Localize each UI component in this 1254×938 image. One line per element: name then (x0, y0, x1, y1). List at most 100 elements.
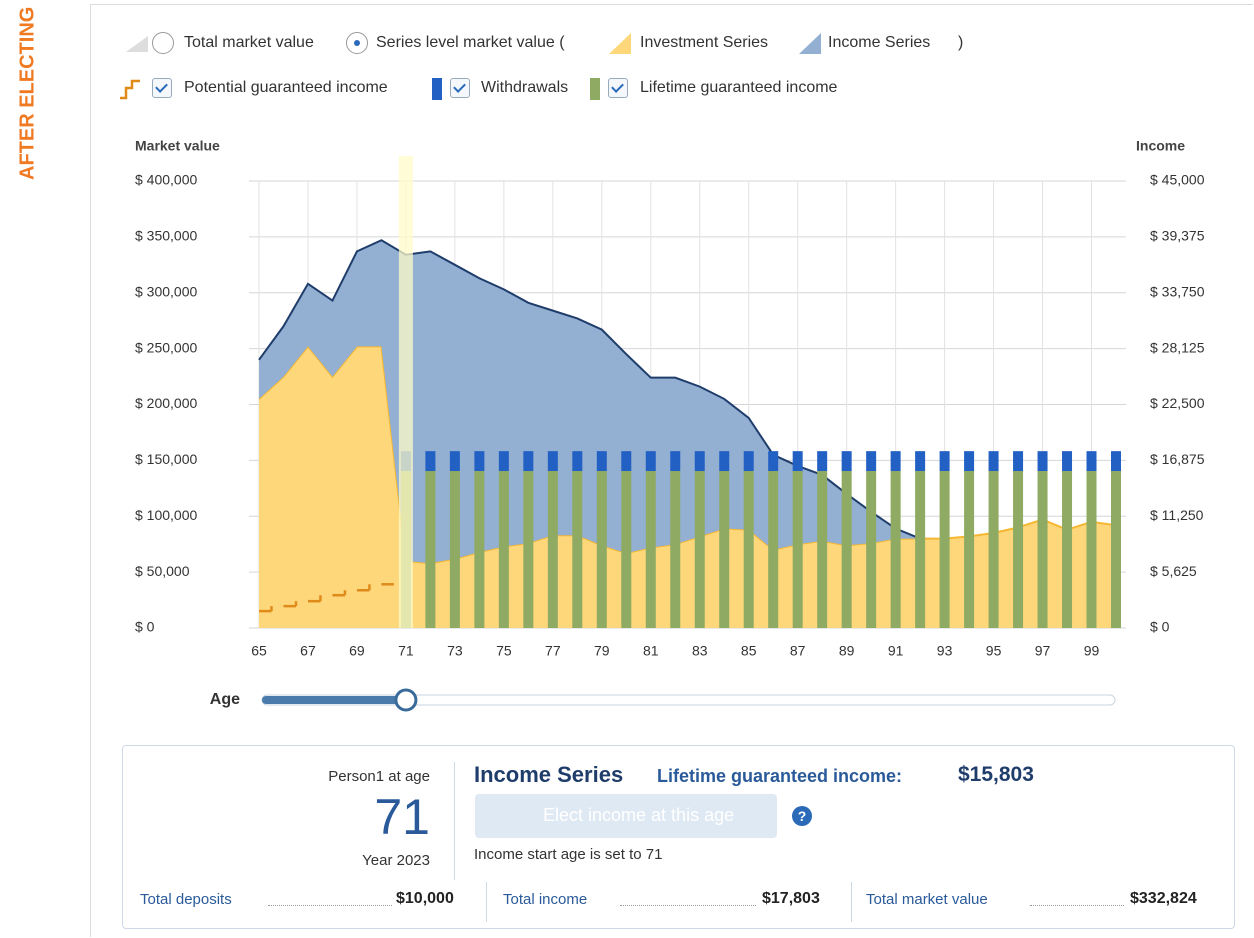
legend-text: Lifetime guaranteed income (640, 79, 838, 96)
year-label: Year 2023 (362, 852, 430, 869)
x-tick-label: 87 (790, 643, 806, 659)
y2-axis-title: Income (1136, 138, 1185, 154)
bar-lifetime (988, 471, 999, 628)
y-tick-label: $ 350,000 (135, 228, 197, 244)
x-tick-label: 71 (398, 643, 414, 659)
x-tick-label: 85 (741, 643, 757, 659)
bar-lifetime (743, 471, 754, 628)
total-value: $332,824 (1130, 890, 1197, 907)
y2-tick-label: $ 5,625 (1150, 563, 1197, 579)
bar-withdrawal (449, 451, 460, 472)
bar-withdrawal (645, 451, 656, 472)
x-tick-label: 77 (545, 643, 561, 659)
y-tick-label: $ 0 (135, 619, 155, 635)
bar-lifetime (621, 471, 632, 628)
bar-lifetime (792, 471, 803, 628)
x-tick-label: 91 (888, 643, 904, 659)
leader (1030, 905, 1124, 906)
legend-text: Withdrawals (481, 79, 569, 96)
bar-lifetime (425, 471, 436, 628)
area-investment (259, 346, 1116, 628)
series-title: Income Series (474, 762, 624, 787)
bar-withdrawal (547, 451, 558, 472)
bar-withdrawal (474, 451, 485, 472)
y2-tick-label: $ 0 (1150, 619, 1170, 635)
bar-lifetime (523, 471, 534, 628)
bar-withdrawal (1037, 451, 1048, 472)
bar-withdrawal (1086, 451, 1097, 472)
bar-withdrawal (866, 451, 877, 472)
y-tick-label: $ 250,000 (135, 339, 197, 355)
y2-tick-label: $ 16,875 (1150, 451, 1205, 467)
area-income (259, 240, 921, 564)
summary-box (122, 745, 1235, 929)
legend-icon (120, 79, 140, 100)
line-income (258, 239, 921, 540)
checkbox[interactable] (450, 78, 470, 98)
x-tick-label: 73 (447, 643, 463, 659)
bar-withdrawal (621, 451, 632, 472)
y2-tick-label: $ 45,000 (1150, 172, 1205, 188)
slider-label: Age (210, 691, 240, 708)
bar-withdrawal (1062, 451, 1073, 472)
y2-tick-label: $ 33,750 (1150, 283, 1205, 299)
bar-withdrawal (670, 451, 681, 472)
divider (851, 882, 852, 922)
y2-tick-label: $ 22,500 (1150, 395, 1205, 411)
x-tick-label: 65 (251, 643, 267, 659)
legend-icon (590, 78, 600, 100)
bar-withdrawal (1013, 451, 1024, 472)
legend-text: Income Series (828, 34, 931, 51)
y2-tick-label: $ 11,250 (1150, 507, 1204, 523)
bar-withdrawal (890, 451, 901, 472)
slider-thumb[interactable] (394, 688, 418, 712)
elect-button[interactable] (475, 794, 777, 838)
bar-lifetime (596, 471, 607, 628)
bar-lifetime (1086, 471, 1097, 628)
legend-icon (432, 78, 442, 100)
bar-lifetime (1062, 471, 1073, 628)
bar-lifetime (572, 471, 583, 628)
checkbox[interactable] (608, 78, 628, 98)
legend-icon (126, 36, 148, 52)
legend-text: Series level market value ( (376, 34, 565, 51)
leader (620, 905, 756, 906)
legend-text: Total market value (184, 34, 314, 51)
x-tick-label: 89 (839, 643, 855, 659)
bar-lifetime (694, 471, 705, 628)
selected-age: 71 (374, 789, 430, 845)
x-tick-label: 99 (1084, 643, 1100, 659)
bar-lifetime (768, 471, 779, 628)
legend-text: Potential guaranteed income (184, 79, 388, 96)
help-icon[interactable]: ? (792, 806, 812, 826)
lgi-value: $15,803 (958, 763, 1034, 786)
checkbox[interactable] (152, 78, 172, 98)
person-label: Person1 at age (328, 768, 430, 785)
legend-icon (609, 33, 631, 54)
divider (454, 762, 455, 880)
bar-lifetime (719, 471, 730, 628)
y-tick-label: $ 300,000 (135, 283, 197, 299)
y2-tick-label: $ 39,375 (1150, 228, 1205, 244)
y-axis-title: Market value (135, 138, 220, 154)
total-label: Total deposits (140, 891, 232, 908)
bar-withdrawal (743, 451, 754, 472)
bar-withdrawal (572, 451, 583, 472)
bar-withdrawal (817, 451, 828, 472)
bar-lifetime (890, 471, 901, 628)
legend-icon (799, 33, 821, 54)
bar-lifetime (449, 471, 460, 628)
bar-lifetime (964, 471, 975, 628)
bar-lifetime (1013, 471, 1024, 628)
radio-series-level[interactable] (346, 32, 368, 54)
panel (90, 4, 1253, 937)
radio-total[interactable] (152, 32, 174, 54)
leader (268, 905, 392, 906)
bar-lifetime (817, 471, 828, 628)
bar-withdrawal (719, 451, 730, 472)
x-tick-label: 75 (496, 643, 512, 659)
bar-withdrawal (915, 451, 926, 472)
y-tick-label: $ 400,000 (135, 172, 197, 188)
lgi-label: Lifetime guaranteed income: (657, 766, 903, 786)
x-tick-label: 79 (594, 643, 610, 659)
